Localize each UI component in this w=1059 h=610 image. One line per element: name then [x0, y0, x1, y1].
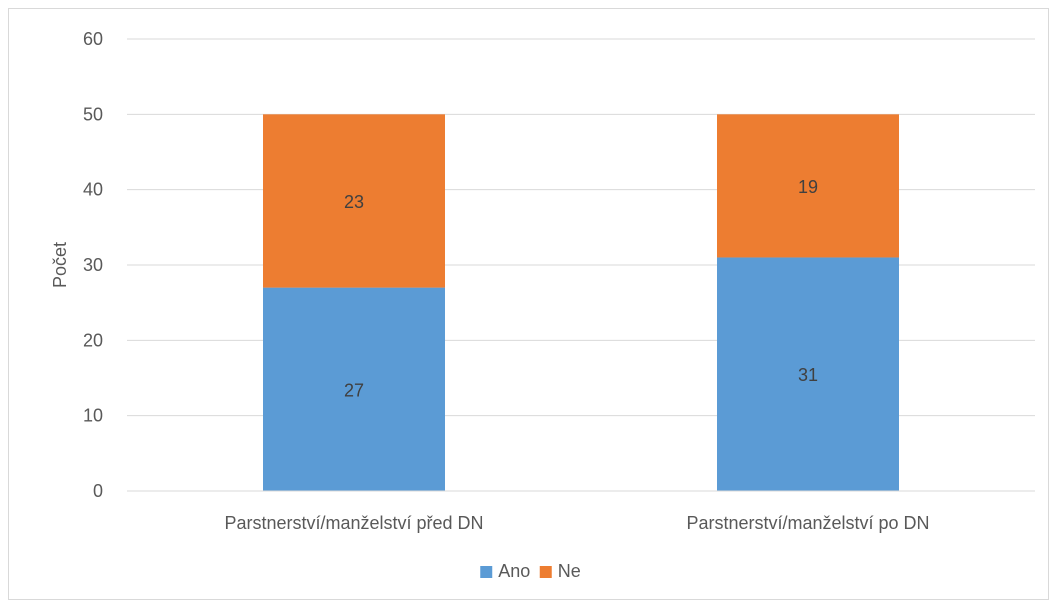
y-tick-label: 50 — [83, 104, 103, 124]
data-label-ano-2: 31 — [798, 365, 818, 385]
x-category-label: Parstnerství/manželství před DN — [224, 513, 483, 533]
y-tick-label: 30 — [83, 255, 103, 275]
y-tick-label: 60 — [83, 29, 103, 49]
legend-label-ne: Ne — [558, 561, 581, 581]
legend-label-ano: Ano — [498, 561, 530, 581]
data-label-ano-1: 27 — [344, 380, 364, 400]
data-label-ne-2: 19 — [798, 177, 818, 197]
data-label-ne-1: 23 — [344, 192, 364, 212]
bar-ne-1 — [263, 114, 445, 288]
bar-ano-2 — [717, 257, 899, 491]
legend-swatch-ne — [539, 566, 552, 578]
y-tick-label: 10 — [83, 406, 103, 426]
y-axis-title: Počet — [50, 242, 70, 288]
legend: Ano Ne — [480, 561, 581, 581]
bars — [263, 114, 899, 491]
y-tick-label: 40 — [83, 180, 103, 200]
data-labels: 27 23 31 19 — [344, 177, 818, 400]
legend-swatch-ano — [480, 566, 493, 578]
axes: 0 10 20 30 40 50 60 Parstnerství/manželství pře… — [83, 29, 1035, 533]
y-tick-label: 20 — [83, 330, 103, 350]
bar-ano-1 — [263, 287, 445, 491]
y-tick-label: 0 — [93, 481, 103, 501]
x-category-label: Parstnerství/manželství po DN — [686, 513, 929, 533]
bar-ne-2 — [717, 114, 899, 258]
